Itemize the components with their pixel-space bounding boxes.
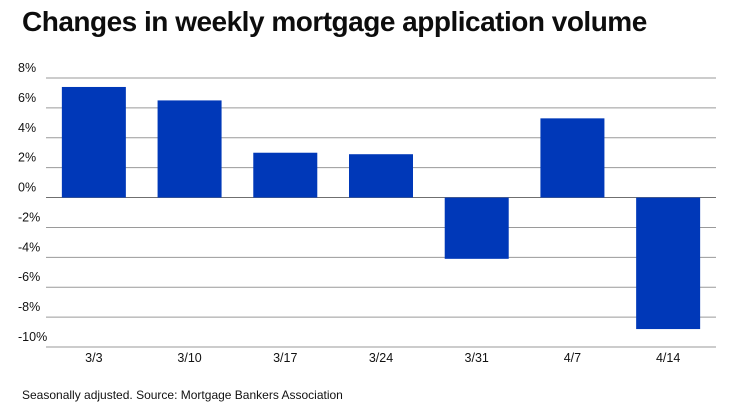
x-tick-label: 4/7 [564, 351, 581, 365]
bars [61, 86, 701, 330]
source-footnote: Seasonally adjusted. Source: Mortgage Ba… [22, 388, 343, 402]
y-axis-tick-labels: 8% 6% 4% 2% 0% -2% -4% -6% -8% -10% [18, 61, 47, 344]
y-tick-label: 0% [18, 181, 36, 195]
y-tick-label: -10% [18, 330, 47, 344]
x-axis-tick-labels: 3/3 3/10 3/17 3/24 3/31 4/7 4/14 [85, 351, 680, 365]
x-tick-label: 4/14 [656, 351, 680, 365]
y-tick-label: -8% [18, 300, 40, 314]
bar-3/17 [253, 152, 318, 198]
y-tick-label: -6% [18, 270, 40, 284]
y-tick-label: 8% [18, 61, 36, 75]
x-tick-label: 3/17 [273, 351, 297, 365]
y-tick-label: -4% [18, 240, 40, 254]
bar-4/14 [636, 197, 701, 330]
bar-3/31 [444, 197, 509, 259]
y-tick-label: 4% [18, 121, 36, 135]
y-tick-label: 6% [18, 91, 36, 105]
x-tick-label: 3/10 [177, 351, 201, 365]
chart-title: Changes in weekly mortgage application v… [22, 6, 647, 37]
gridlines [46, 77, 716, 348]
x-tick-label: 3/3 [85, 351, 102, 365]
x-tick-label: 3/31 [465, 351, 489, 365]
x-tick-label: 3/24 [369, 351, 393, 365]
y-tick-label: 2% [18, 151, 36, 165]
bar-4/7 [540, 118, 605, 198]
bar-3/3 [61, 86, 126, 198]
bar-3/10 [157, 100, 222, 198]
y-tick-label: -2% [18, 210, 40, 224]
bar-3/24 [349, 154, 413, 198]
